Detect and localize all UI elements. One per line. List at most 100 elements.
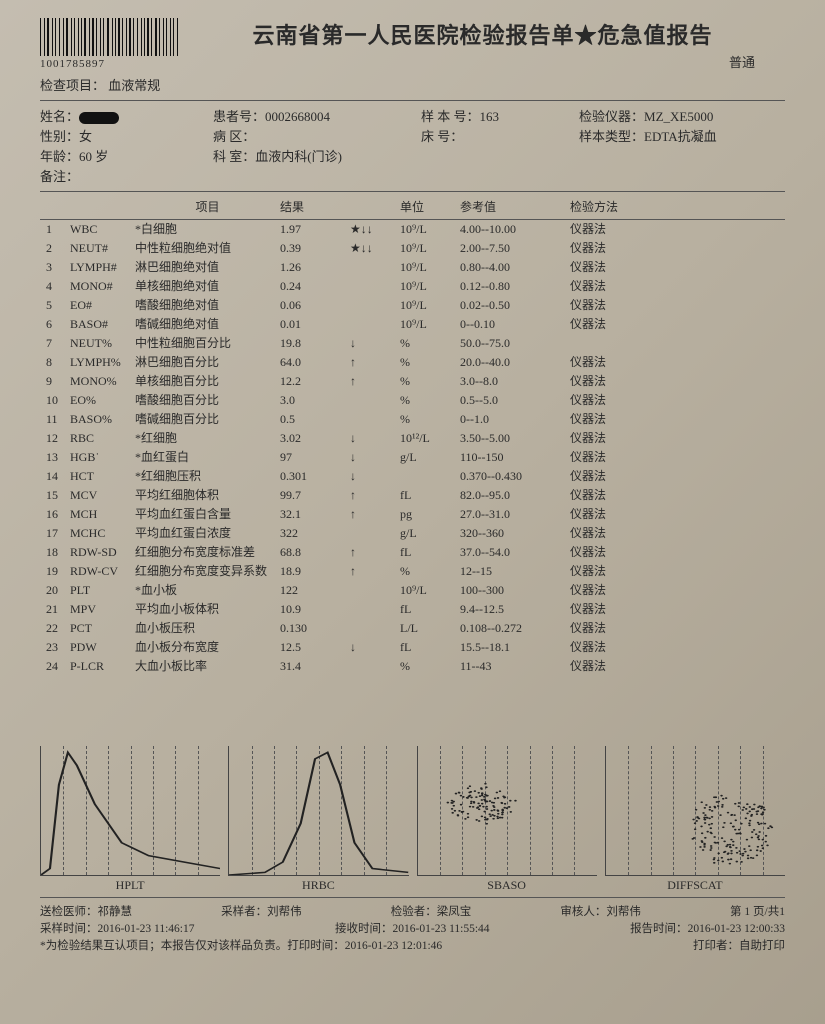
send-doc-label: 送检医师： bbox=[40, 906, 98, 918]
cell-result: 0.24 bbox=[280, 277, 350, 296]
table-row: 19RDW-CV红细胞分布宽度变异系数18.9↑%12--15仪器法 bbox=[40, 562, 785, 581]
table-row: 20PLT*血小板12210⁹/L100--300仪器法 bbox=[40, 581, 785, 600]
cell-name: 红细胞分布宽度变异系数 bbox=[135, 562, 280, 581]
sample-no-label: 样 本 号： bbox=[421, 109, 480, 124]
table-row: 23PDW血小板分布宽度12.5↓fL15.5--18.1仪器法 bbox=[40, 638, 785, 657]
sample-type: EDTA抗凝血 bbox=[644, 129, 717, 144]
cell-result: 31.4 bbox=[280, 657, 350, 676]
cell-flag: ↓ bbox=[350, 448, 400, 467]
sample-type-label: 样本类型： bbox=[579, 129, 644, 144]
report-header: 1001785897 云南省第一人民医院检验报告单★危急值报告 普通 bbox=[40, 18, 785, 71]
col-result: 结果 bbox=[280, 198, 350, 217]
cell-name: *红细胞压积 bbox=[135, 467, 280, 486]
cell-result: 10.9 bbox=[280, 600, 350, 619]
cell-unit: 10¹²/L bbox=[400, 429, 460, 448]
cell-unit: fL bbox=[400, 486, 460, 505]
cell-method bbox=[570, 334, 785, 353]
cell-idx: 15 bbox=[40, 486, 70, 505]
sample-time: 2016-01-23 11:46:17 bbox=[98, 923, 195, 935]
cell-range: 50.0--75.0 bbox=[460, 334, 570, 353]
cell-range: 27.0--31.0 bbox=[460, 505, 570, 524]
cell-name: 平均血红蛋白浓度 bbox=[135, 524, 280, 543]
cell-name: 嗜酸细胞百分比 bbox=[135, 391, 280, 410]
table-row: 17MCHC平均血红蛋白浓度322g/L320--360仪器法 bbox=[40, 524, 785, 543]
col-method: 检验方法 bbox=[570, 198, 785, 217]
cell-unit: % bbox=[400, 334, 460, 353]
cell-method: 仪器法 bbox=[570, 524, 785, 543]
chart-label: DIFFSCAT bbox=[605, 878, 785, 893]
chart-label: SBASO bbox=[417, 878, 597, 893]
cell-range: 82.0--95.0 bbox=[460, 486, 570, 505]
dept: 血液内科(门诊) bbox=[255, 149, 342, 164]
table-row: 9MONO%单核细胞百分比12.2↑%3.0--8.0仪器法 bbox=[40, 372, 785, 391]
bed-label: 床 号： bbox=[421, 129, 463, 144]
cell-range: 0.80--4.00 bbox=[460, 258, 570, 277]
cell-name: 单核细胞百分比 bbox=[135, 372, 280, 391]
table-row: 3LYMPH#淋巴细胞绝对值1.2610⁹/L0.80--4.00仪器法 bbox=[40, 258, 785, 277]
cell-flag: ↓ bbox=[350, 467, 400, 486]
name-label: 姓名： bbox=[40, 109, 79, 124]
cell-flag: ★↓↓ bbox=[350, 239, 400, 258]
cell-range: 0.108--0.272 bbox=[460, 619, 570, 638]
data-table: 1WBC*白细胞1.97★↓↓10⁹/L4.00--10.00仪器法2NEUT#… bbox=[40, 220, 785, 676]
cell-method: 仪器法 bbox=[570, 505, 785, 524]
barcode-block: 1001785897 bbox=[40, 18, 180, 70]
checker-label: 检验者： bbox=[391, 906, 437, 918]
cell-unit: 10⁹/L bbox=[400, 258, 460, 277]
cell-idx: 10 bbox=[40, 391, 70, 410]
cell-method: 仪器法 bbox=[570, 220, 785, 239]
cell-method: 仪器法 bbox=[570, 638, 785, 657]
table-row: 14HCT*红细胞压积0.301↓0.370--0.430仪器法 bbox=[40, 467, 785, 486]
cell-flag bbox=[350, 277, 400, 296]
cell-flag: ↑ bbox=[350, 562, 400, 581]
table-row: 16MCH平均血红蛋白含量32.1↑pg27.0--31.0仪器法 bbox=[40, 505, 785, 524]
table-row: 1WBC*白细胞1.97★↓↓10⁹/L4.00--10.00仪器法 bbox=[40, 220, 785, 239]
table-row: 6BASO#嗜碱细胞绝对值0.0110⁹/L0--0.10仪器法 bbox=[40, 315, 785, 334]
cell-unit: pg bbox=[400, 505, 460, 524]
cell-method: 仪器法 bbox=[570, 467, 785, 486]
cell-flag bbox=[350, 600, 400, 619]
cell-unit: g/L bbox=[400, 524, 460, 543]
table-row: 8LYMPH%淋巴细胞百分比64.0↑%20.0--40.0仪器法 bbox=[40, 353, 785, 372]
cell-result: 0.06 bbox=[280, 296, 350, 315]
cell-method: 仪器法 bbox=[570, 448, 785, 467]
cell-code: HCT bbox=[70, 467, 135, 486]
cell-code: LYMPH# bbox=[70, 258, 135, 277]
cell-code: MCHC bbox=[70, 524, 135, 543]
cell-method: 仪器法 bbox=[570, 657, 785, 676]
cell-flag: ↑ bbox=[350, 505, 400, 524]
cell-unit: 10⁹/L bbox=[400, 581, 460, 600]
cell-code: P-LCR bbox=[70, 657, 135, 676]
cell-flag: ↑ bbox=[350, 543, 400, 562]
auditor: 刘帮伟 bbox=[606, 906, 641, 918]
cell-name: 平均红细胞体积 bbox=[135, 486, 280, 505]
cell-flag: ↑ bbox=[350, 372, 400, 391]
cell-code: LYMPH% bbox=[70, 353, 135, 372]
cell-range: 12--15 bbox=[460, 562, 570, 581]
cell-result: 12.5 bbox=[280, 638, 350, 657]
cell-unit: g/L bbox=[400, 448, 460, 467]
cell-unit: 10⁹/L bbox=[400, 220, 460, 239]
cell-result: 19.8 bbox=[280, 334, 350, 353]
cell-idx: 17 bbox=[40, 524, 70, 543]
cell-name: *血红蛋白 bbox=[135, 448, 280, 467]
cell-name: 嗜酸细胞绝对值 bbox=[135, 296, 280, 315]
cell-unit: 10⁹/L bbox=[400, 277, 460, 296]
cell-range: 110--150 bbox=[460, 448, 570, 467]
cell-name: 血小板分布宽度 bbox=[135, 638, 280, 657]
table-row: 18RDW-SD红细胞分布宽度标准差68.8↑fL37.0--54.0仪器法 bbox=[40, 543, 785, 562]
cell-name: 红细胞分布宽度标准差 bbox=[135, 543, 280, 562]
printer-label: 打印者： bbox=[693, 940, 739, 952]
page-indicator: 第 1 页/共1 bbox=[730, 904, 785, 921]
instrument-label: 检验仪器： bbox=[579, 109, 644, 124]
patient-no-label: 患者号： bbox=[213, 109, 265, 124]
cell-idx: 5 bbox=[40, 296, 70, 315]
charts-row bbox=[40, 746, 785, 876]
cell-code: EO# bbox=[70, 296, 135, 315]
cell-flag bbox=[350, 391, 400, 410]
table-row: 7NEUT%中性粒细胞百分比19.8↓%50.0--75.0 bbox=[40, 334, 785, 353]
cell-range: 20.0--40.0 bbox=[460, 353, 570, 372]
cell-result: 68.8 bbox=[280, 543, 350, 562]
cell-unit: 10⁹/L bbox=[400, 239, 460, 258]
checker: 梁凤宝 bbox=[437, 906, 472, 918]
